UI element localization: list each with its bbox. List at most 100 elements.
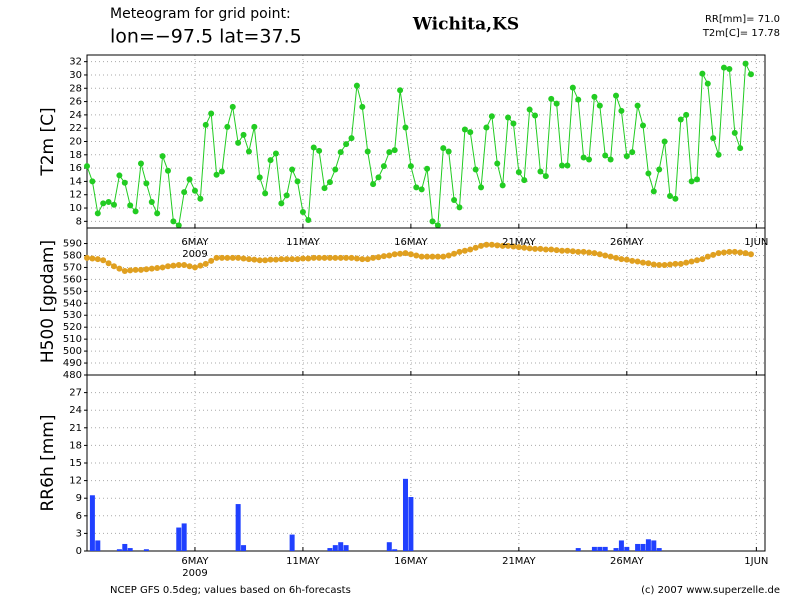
point (521, 244, 528, 251)
point (515, 169, 522, 176)
point (580, 154, 587, 161)
x-tick-label: 16MAY (394, 237, 428, 248)
point (110, 263, 117, 270)
point (289, 166, 296, 173)
point (197, 262, 204, 269)
point (267, 157, 274, 164)
point (181, 262, 188, 269)
bar (618, 540, 624, 551)
point (456, 248, 463, 255)
point (693, 176, 700, 183)
point (553, 247, 560, 254)
point (359, 103, 366, 110)
point (164, 167, 171, 174)
point (478, 242, 485, 249)
point (218, 254, 225, 261)
point (321, 254, 328, 261)
point (483, 241, 490, 248)
y-tick-label: 480 (63, 370, 82, 381)
point (186, 176, 193, 183)
point (181, 189, 188, 196)
point (451, 250, 458, 257)
point (326, 179, 333, 186)
point (591, 93, 598, 100)
point (656, 262, 663, 269)
point (316, 254, 323, 261)
point (359, 256, 366, 263)
y-tick-label: 530 (63, 310, 82, 321)
point (218, 168, 225, 175)
point (710, 135, 717, 142)
bar (602, 546, 608, 551)
point (240, 255, 247, 262)
point (407, 251, 414, 258)
y-tick-label: 510 (63, 334, 82, 345)
point (310, 254, 317, 261)
bar (176, 527, 182, 551)
point (110, 201, 117, 208)
point (94, 256, 101, 263)
y-tick-label: 27 (69, 388, 82, 399)
point (127, 267, 134, 274)
bar (127, 548, 133, 551)
point (666, 193, 673, 200)
x-tick-label: 1JUN (744, 237, 768, 248)
point (116, 265, 123, 272)
point (397, 250, 404, 257)
y-tick-label: 550 (63, 286, 82, 297)
bar (575, 548, 581, 551)
bar (392, 549, 398, 551)
point (380, 253, 387, 260)
point (526, 245, 533, 252)
point (137, 160, 144, 167)
y-tick-label: 500 (63, 346, 82, 357)
x-tick-label: 1JUN (744, 556, 768, 567)
bar (332, 545, 338, 551)
point (478, 184, 485, 191)
point (170, 262, 177, 269)
point (505, 114, 512, 121)
point (316, 147, 323, 154)
point (607, 253, 614, 260)
point (397, 87, 404, 94)
point (208, 257, 215, 264)
point (391, 251, 398, 258)
point (559, 162, 566, 169)
footer-credit: (c) 2007 www.superzelle.de (641, 585, 780, 596)
x-tick-label: 11MAY (286, 237, 320, 248)
point (213, 254, 220, 261)
point (640, 122, 647, 129)
point (720, 64, 727, 71)
point (715, 250, 722, 257)
point (262, 190, 269, 197)
y-tick-label: 12 (69, 476, 82, 487)
point (472, 244, 479, 251)
y-axis-label: H500 [gpdam] (38, 240, 58, 363)
point (672, 260, 679, 267)
y-tick-label: 28 (69, 83, 82, 94)
point (661, 262, 668, 269)
point (693, 257, 700, 264)
point (737, 249, 744, 256)
point (84, 163, 90, 170)
point (84, 254, 90, 261)
point (596, 102, 603, 109)
point (251, 256, 258, 263)
point (640, 259, 647, 266)
point (197, 195, 204, 202)
point (89, 255, 96, 262)
point (434, 253, 441, 260)
point (213, 171, 220, 178)
y-tick-label: 14 (69, 176, 82, 187)
point (294, 178, 301, 185)
point (386, 252, 393, 259)
point (747, 251, 754, 258)
point (737, 145, 744, 152)
point (240, 131, 247, 138)
point (656, 166, 663, 173)
point (623, 256, 630, 263)
point (629, 149, 636, 156)
point (483, 124, 490, 131)
y-tick-label: 32 (69, 57, 82, 68)
y-tick-label: 8 (76, 216, 82, 227)
